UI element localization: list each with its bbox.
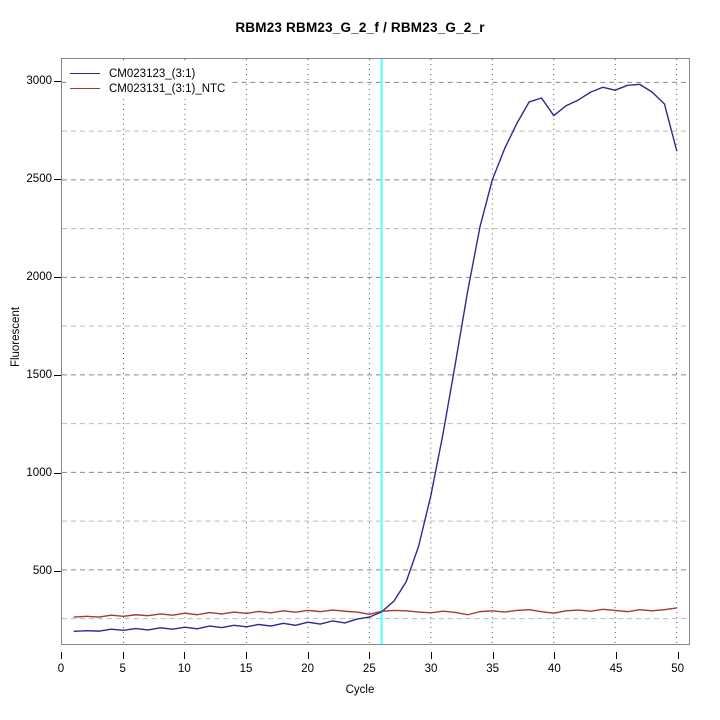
x-axis-tick-mark <box>369 652 371 659</box>
y-tick-label: 2000 <box>26 271 52 284</box>
y-axis-tick-mark <box>54 277 61 279</box>
y-axis-tick-labels: 500 1000 1500 2000 2500 3000 <box>0 0 61 720</box>
y-axis-title: Fluorescent <box>10 306 22 368</box>
x-axis-tick-labels: 0 5 10 15 20 25 30 35 40 45 50 <box>0 652 720 675</box>
plot-area: CM023123_(3:1) CM023131_(3:1)_NTC <box>61 58 690 645</box>
x-tick-label: 45 <box>609 663 623 675</box>
x-tick-label: 15 <box>239 663 253 675</box>
x-tick-label: 35 <box>486 663 500 675</box>
grid-lines <box>62 59 689 644</box>
x-axis-tick-mark <box>616 652 617 659</box>
y-tick-label: 500 <box>32 564 52 577</box>
x-axis-tick-mark <box>61 652 62 659</box>
data-series-layer <box>73 59 678 644</box>
x-axis-tick-mark <box>554 652 556 659</box>
x-tick-label: 5 <box>119 663 126 675</box>
x-tick-label: 25 <box>362 663 376 675</box>
y-tick-label: 1500 <box>26 368 52 381</box>
y-tick-label: 2500 <box>26 173 52 186</box>
x-tick-label: 40 <box>547 663 561 675</box>
x-axis-tick-mark <box>122 652 124 659</box>
legend-item-label: CM023123_(3:1) <box>109 67 196 80</box>
x-tick-label: 0 <box>57 663 65 675</box>
y-axis-tick-mark <box>54 179 61 181</box>
y-axis-tick-mark <box>54 374 61 376</box>
y-axis-tick-mark <box>54 570 61 572</box>
x-tick-label: 30 <box>424 663 438 675</box>
x-tick-label: 50 <box>671 663 685 675</box>
legend-item[interactable]: CM023131_(3:1)_NTC <box>70 81 225 96</box>
x-axis-tick-mark <box>184 652 186 659</box>
series-line-1 <box>73 607 678 618</box>
x-tick-label: 10 <box>177 663 191 675</box>
legend: CM023123_(3:1) CM023131_(3:1)_NTC <box>66 63 232 99</box>
x-axis-tick-mark <box>307 652 309 659</box>
x-axis-tick-mark <box>431 652 432 659</box>
page-title: RBM23 RBM23_G_2_f / RBM23_G_2_r <box>235 20 485 35</box>
legend-color-swatch <box>70 88 100 89</box>
y-axis-tick-mark <box>54 472 61 474</box>
x-axis-title: Cycle <box>345 684 375 696</box>
x-axis-tick-mark <box>492 652 494 659</box>
x-axis-tick-mark <box>677 652 679 659</box>
legend-color-swatch <box>70 73 100 74</box>
y-tick-label: 3000 <box>26 75 52 88</box>
y-axis-tick-mark <box>54 81 61 83</box>
x-tick-label: 20 <box>301 663 315 675</box>
y-tick-label: 1000 <box>26 466 52 479</box>
series-line-0 <box>73 83 678 633</box>
x-axis-tick-mark <box>246 652 247 659</box>
legend-item[interactable]: CM023123_(3:1) <box>70 66 225 81</box>
legend-item-label: CM023131_(3:1)_NTC <box>109 82 226 95</box>
